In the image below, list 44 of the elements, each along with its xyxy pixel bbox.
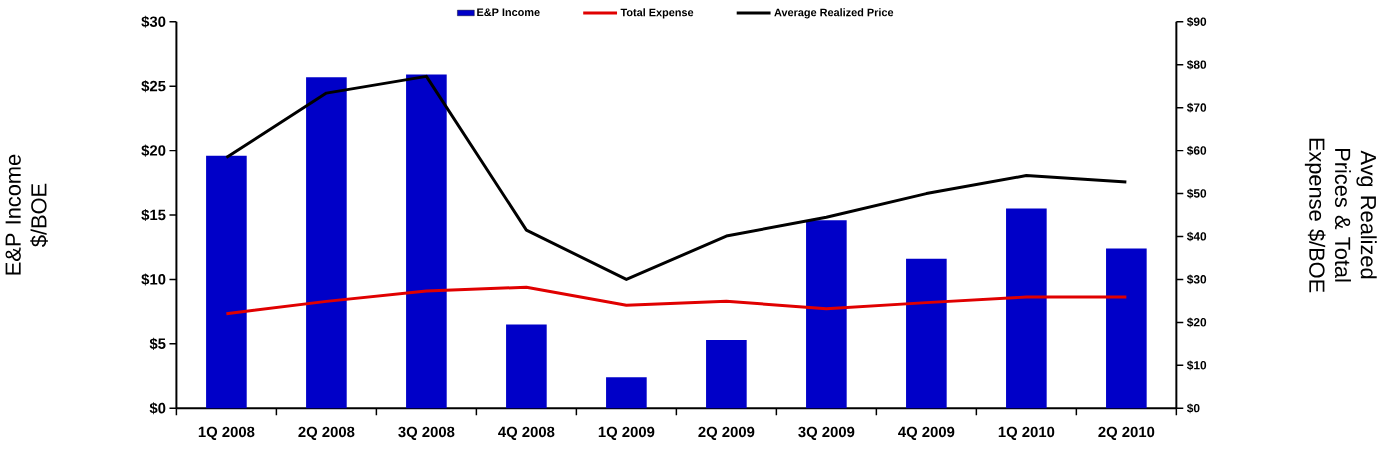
y-tick-label: $0 bbox=[149, 402, 166, 415]
x-tick-label: 1Q 2009 bbox=[598, 426, 655, 440]
bar bbox=[506, 324, 547, 409]
y-tick-label: $30 bbox=[141, 15, 166, 28]
y2-tick-label: $80 bbox=[1186, 59, 1207, 70]
y2-tick-label: $70 bbox=[1186, 102, 1207, 113]
y2-tick-label: $90 bbox=[1186, 17, 1207, 27]
x-tick-label: 2Q 2010 bbox=[1098, 426, 1155, 440]
bar bbox=[306, 77, 347, 409]
x-tick-label: 3Q 2009 bbox=[798, 426, 855, 440]
x-tick-label: 2Q 2009 bbox=[698, 426, 755, 440]
bar bbox=[606, 377, 647, 409]
bar bbox=[1106, 248, 1147, 409]
legend-label: Total Expense bbox=[620, 8, 694, 19]
line-series bbox=[224, 285, 1128, 316]
y-tick-label: $20 bbox=[141, 144, 166, 157]
y2-tick-label: $20 bbox=[1186, 317, 1207, 328]
y2-tick-label: $30 bbox=[1186, 274, 1207, 285]
x-tick-label: 2Q 2008 bbox=[298, 426, 355, 440]
x-tick-label: 4Q 2009 bbox=[898, 426, 955, 440]
y2-tick-label: $40 bbox=[1186, 231, 1207, 242]
bar bbox=[406, 74, 447, 409]
y-axis-title: E&P Income $/BOE bbox=[5, 154, 48, 275]
bar bbox=[806, 220, 847, 409]
x-tick-label: 4Q 2008 bbox=[498, 426, 555, 440]
line-series bbox=[224, 74, 1128, 282]
y2-axis-title: Avg Realized Prices & Total Expense $/BOE bbox=[1304, 138, 1377, 293]
y2-tick-label: $60 bbox=[1186, 145, 1207, 156]
bar bbox=[906, 258, 947, 409]
legend-label: E&P Income bbox=[477, 8, 540, 17]
bar bbox=[206, 155, 247, 409]
x-tick-label: 3Q 2008 bbox=[398, 426, 455, 440]
legend-label: Average Realized Price bbox=[774, 8, 894, 19]
y-tick-label: $10 bbox=[141, 273, 166, 286]
x-tick-label: 1Q 2010 bbox=[998, 426, 1055, 440]
y2-tick-label: $50 bbox=[1186, 188, 1207, 199]
x-tick-label: 1Q 2008 bbox=[198, 426, 255, 440]
y2-tick-label: $0 bbox=[1186, 403, 1200, 414]
y-tick-label: $25 bbox=[141, 80, 166, 93]
bar bbox=[706, 340, 747, 409]
y2-tick-label: $10 bbox=[1186, 360, 1207, 371]
y-tick-label: $15 bbox=[141, 209, 166, 222]
y-tick-label: $5 bbox=[149, 337, 166, 350]
bar bbox=[1006, 208, 1047, 409]
